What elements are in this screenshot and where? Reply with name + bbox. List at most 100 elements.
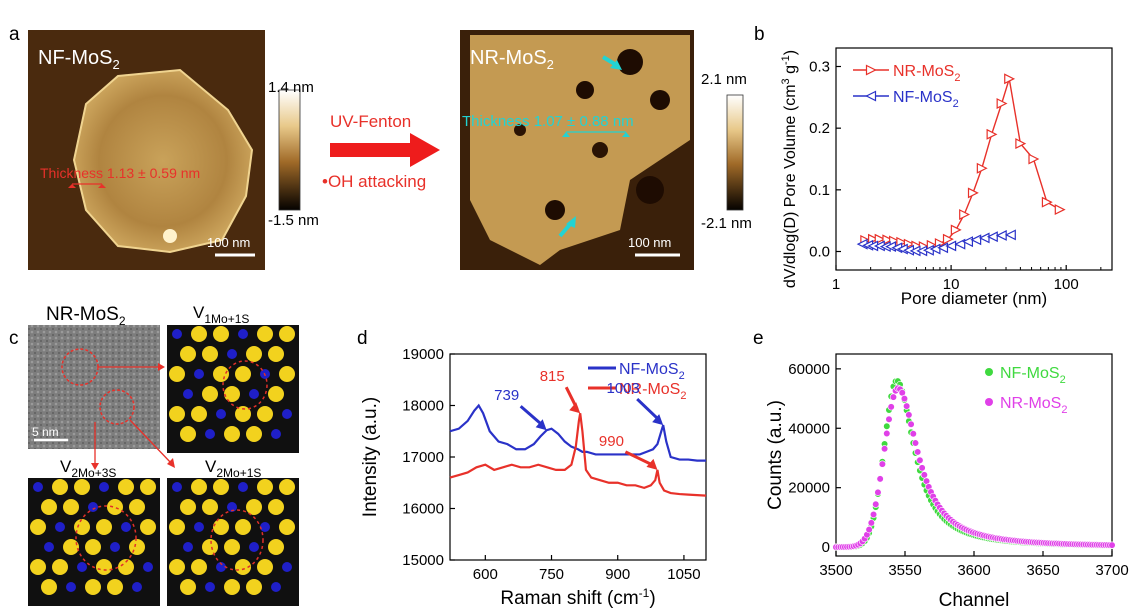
mo-atom <box>194 369 204 379</box>
legend-label: NR-MoS2 <box>893 63 960 84</box>
defect-outline <box>222 360 268 410</box>
y-tick-label: 0 <box>822 539 830 556</box>
y-tick-label: 0.0 <box>809 244 830 261</box>
s-atom <box>52 559 68 575</box>
s-atom <box>169 559 185 575</box>
data-point <box>876 475 884 483</box>
s-atom <box>169 366 185 382</box>
nf-colorbar-max: 1.4 nm <box>268 79 314 96</box>
s-atom <box>169 519 185 535</box>
arrow-bottom-label: •OH attacking <box>322 172 426 191</box>
s-atom <box>279 519 295 535</box>
nr-flake <box>470 35 690 265</box>
data-point <box>909 430 917 438</box>
annotation-label: 990 <box>599 433 624 450</box>
s-atom <box>213 479 229 495</box>
x-tick-label: 100 <box>1054 276 1079 293</box>
data-point <box>1041 196 1053 208</box>
data-point <box>916 456 924 464</box>
s-atom <box>129 539 145 555</box>
data-point <box>900 395 909 403</box>
s-atom <box>224 539 240 555</box>
panel-e-letter: e <box>753 328 764 349</box>
data-point <box>883 429 891 438</box>
s-atom <box>246 426 262 442</box>
legend-label: NF-MoS2 <box>893 89 959 110</box>
y-tick-label: 40000 <box>788 420 830 437</box>
tem-label: NR-MoS2 <box>46 304 126 328</box>
legend-label: NR-MoS2 <box>619 381 686 402</box>
data-point <box>995 229 1007 241</box>
y-tick-label: 0.3 <box>809 59 830 76</box>
mo-atom <box>282 562 292 572</box>
legend-marker <box>985 368 993 376</box>
mo-atom <box>194 522 204 532</box>
s-atom <box>118 479 134 495</box>
tem-defect-ring-2 <box>99 389 135 425</box>
data-point <box>1004 73 1016 85</box>
chart-d-raman: 600 750 900 1050 15000 16000 17000 18000 19000 Ra… <box>360 346 707 609</box>
data-point <box>942 233 954 245</box>
chart-b-pore-volume: 1 10 100 0.0 0.1 0.2 0.3 Pore diameter (nm) dV/d… <box>780 47 1113 308</box>
s-atom <box>246 579 262 595</box>
s-atom <box>257 479 273 495</box>
nr-scalebar-label: 100 nm <box>628 235 671 250</box>
s-atom <box>224 386 240 402</box>
s-atom <box>191 406 207 422</box>
defect-outline <box>210 509 264 571</box>
data-point <box>1028 153 1040 165</box>
mo-atom <box>172 329 182 339</box>
s-atom <box>30 519 46 535</box>
annotation-arrowhead <box>652 414 664 426</box>
annotation-arrowhead <box>569 402 581 414</box>
mo-atom <box>205 429 215 439</box>
s-atom <box>74 519 90 535</box>
data-point <box>872 500 880 508</box>
s-atom <box>235 559 251 575</box>
s-atom <box>268 499 284 515</box>
s-atom <box>268 539 284 555</box>
data-point <box>885 415 893 423</box>
x-tick-label: 1 <box>832 276 840 293</box>
s-atom <box>129 499 145 515</box>
v2-label: V2Mo+3S <box>60 457 116 480</box>
s-atom <box>107 579 123 595</box>
mo-atom <box>33 482 43 492</box>
s-atom <box>118 559 134 575</box>
mo-atom <box>183 542 193 552</box>
mo-atom <box>238 329 248 339</box>
s-atom <box>180 579 196 595</box>
data-point <box>918 464 926 472</box>
annotation-label: 815 <box>540 368 565 385</box>
data-point <box>1108 541 1116 549</box>
data-point <box>1054 204 1066 216</box>
data-point <box>967 187 979 199</box>
s-atom <box>180 426 196 442</box>
connector-arrow-v3 <box>129 419 173 465</box>
data-point <box>911 439 920 447</box>
nf-flake <box>72 68 254 254</box>
annotation-label: 1003 <box>606 380 639 397</box>
x-axis-label: Channel <box>939 590 1010 611</box>
data-point <box>882 234 894 246</box>
s-atom <box>235 406 251 422</box>
y-tick-label: 18000 <box>402 398 444 415</box>
nf-scalebar-label: 100 nm <box>207 235 250 250</box>
data-point <box>996 98 1008 109</box>
y-tick-label: 16000 <box>402 501 444 518</box>
chart-e-counts: 3500 3550 3600 3650 3700 0 20000 40000 60000 Chan… <box>765 353 1129 611</box>
x-tick-label: 3500 <box>819 562 852 579</box>
mo-atom <box>216 562 226 572</box>
mo-atom <box>227 502 237 512</box>
data-point <box>865 525 873 534</box>
tem-scalebar-label: 5 nm <box>32 425 59 439</box>
nr-thickness-label: Thickness 1.07 ± 0.88 nm <box>462 113 634 130</box>
nr-colorbar-min: -2.1 nm <box>701 215 752 232</box>
s-atom <box>224 426 240 442</box>
s-atom <box>202 499 218 515</box>
afm-image-nf: NF-MoS2 Thickness 1.13 ± 0.59 nm 100 nm <box>28 30 265 270</box>
mo-atom <box>110 542 120 552</box>
data-point <box>954 238 966 250</box>
s-atom <box>279 479 295 495</box>
